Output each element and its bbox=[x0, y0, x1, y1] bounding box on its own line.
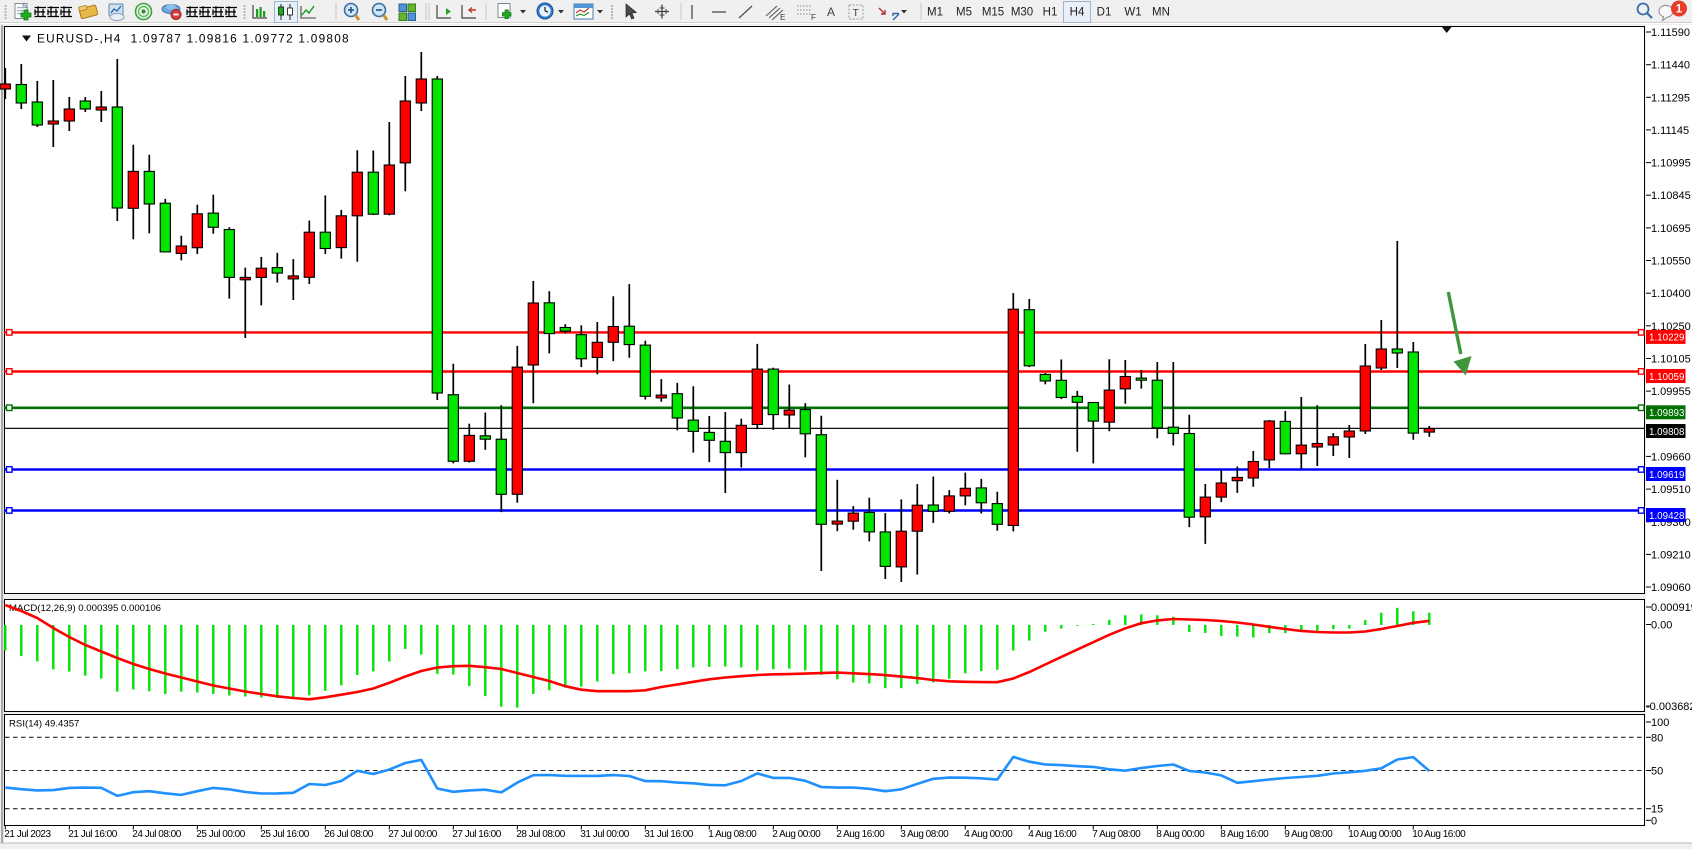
svg-text:-0.003682: -0.003682 bbox=[1646, 701, 1692, 713]
svg-text:25 Jul 00:00: 25 Jul 00:00 bbox=[196, 829, 245, 840]
svg-text:1.11590: 1.11590 bbox=[1651, 27, 1690, 39]
svg-text:T: T bbox=[853, 7, 860, 19]
svg-text:1.10550: 1.10550 bbox=[1651, 256, 1691, 268]
svg-text:M5: M5 bbox=[956, 7, 972, 19]
svg-text:0.00: 0.00 bbox=[1651, 620, 1672, 632]
svg-text:1.09210: 1.09210 bbox=[1651, 549, 1691, 561]
svg-text:50: 50 bbox=[1651, 766, 1663, 778]
svg-text:E: E bbox=[780, 13, 785, 22]
svg-text:21 Jul 16:00: 21 Jul 16:00 bbox=[68, 829, 117, 840]
svg-text:0.000919: 0.000919 bbox=[1651, 602, 1692, 614]
svg-text:H1: H1 bbox=[1043, 7, 1058, 19]
svg-text:1.10250: 1.10250 bbox=[1651, 321, 1691, 333]
svg-text:4 Aug 00:00: 4 Aug 00:00 bbox=[964, 829, 1013, 840]
svg-text:1.10695: 1.10695 bbox=[1651, 223, 1691, 235]
svg-text:RSI(14) 49.4357: RSI(14) 49.4357 bbox=[9, 719, 79, 730]
svg-text:1.11440: 1.11440 bbox=[1651, 60, 1690, 72]
svg-text:EURUSD-,H4 1.09787 1.09816 1.: EURUSD-,H4 1.09787 1.09816 1.09772 1.098… bbox=[37, 32, 350, 46]
svg-text:10 Aug 16:00: 10 Aug 16:00 bbox=[1412, 829, 1466, 840]
svg-text:1.10995: 1.10995 bbox=[1651, 158, 1691, 170]
svg-text:25 Jul 16:00: 25 Jul 16:00 bbox=[260, 829, 309, 840]
svg-text:1.09428: 1.09428 bbox=[1649, 511, 1685, 522]
svg-text:7 Aug 08:00: 7 Aug 08:00 bbox=[1092, 829, 1141, 840]
svg-text:21 Jul 2023: 21 Jul 2023 bbox=[4, 829, 51, 840]
svg-text:1.09510: 1.09510 bbox=[1651, 484, 1691, 496]
svg-text:10 Aug 00:00: 10 Aug 00:00 bbox=[1348, 829, 1402, 840]
svg-text:1.09660: 1.09660 bbox=[1651, 451, 1691, 463]
svg-text:9 Aug 08:00: 9 Aug 08:00 bbox=[1284, 829, 1333, 840]
svg-text:26 Jul 08:00: 26 Jul 08:00 bbox=[324, 829, 373, 840]
svg-text:1 Aug 08:00: 1 Aug 08:00 bbox=[708, 829, 757, 840]
svg-text:1.10845: 1.10845 bbox=[1651, 190, 1691, 202]
svg-text:1.09808: 1.09808 bbox=[1649, 427, 1685, 438]
svg-text:2 Aug 16:00: 2 Aug 16:00 bbox=[836, 829, 885, 840]
svg-text:F: F bbox=[811, 13, 816, 22]
svg-text:1.09619: 1.09619 bbox=[1649, 470, 1684, 481]
svg-text:0: 0 bbox=[1651, 815, 1657, 827]
svg-text:15: 15 bbox=[1651, 804, 1663, 816]
svg-text:2 Aug 00:00: 2 Aug 00:00 bbox=[772, 829, 821, 840]
svg-text:H4: H4 bbox=[1070, 7, 1085, 19]
svg-text:31 Jul 16:00: 31 Jul 16:00 bbox=[644, 829, 693, 840]
svg-text:W1: W1 bbox=[1124, 7, 1141, 19]
svg-text:A: A bbox=[827, 5, 835, 19]
svg-text:8 Aug 00:00: 8 Aug 00:00 bbox=[1156, 829, 1205, 840]
svg-text:1.09955: 1.09955 bbox=[1651, 386, 1691, 398]
svg-text:31 Jul 00:00: 31 Jul 00:00 bbox=[580, 829, 629, 840]
svg-text:3 Aug 08:00: 3 Aug 08:00 bbox=[900, 829, 949, 840]
svg-text:1.11295: 1.11295 bbox=[1651, 92, 1690, 104]
svg-text:1.11145: 1.11145 bbox=[1651, 125, 1689, 137]
svg-text:1.09060: 1.09060 bbox=[1651, 582, 1691, 594]
svg-text:1.10229: 1.10229 bbox=[1649, 333, 1684, 344]
svg-text:28 Jul 08:00: 28 Jul 08:00 bbox=[516, 829, 565, 840]
svg-text:8 Aug 16:00: 8 Aug 16:00 bbox=[1220, 829, 1269, 840]
svg-text:MN: MN bbox=[1152, 7, 1170, 19]
svg-text:1.10400: 1.10400 bbox=[1651, 288, 1691, 300]
svg-text:D1: D1 bbox=[1097, 7, 1112, 19]
svg-text:4 Aug 16:00: 4 Aug 16:00 bbox=[1028, 829, 1077, 840]
svg-text:27 Jul 00:00: 27 Jul 00:00 bbox=[388, 829, 437, 840]
svg-text:M15: M15 bbox=[982, 7, 1004, 19]
svg-text:100: 100 bbox=[1651, 717, 1669, 729]
svg-text:24 Jul 08:00: 24 Jul 08:00 bbox=[132, 829, 181, 840]
svg-text:1.10105: 1.10105 bbox=[1651, 354, 1691, 366]
svg-text:1: 1 bbox=[1676, 4, 1683, 16]
svg-text:MACD(12,26,9) 0.000395 0.00010: MACD(12,26,9) 0.000395 0.000106 bbox=[9, 603, 161, 614]
svg-text:1.09893: 1.09893 bbox=[1649, 408, 1685, 419]
svg-text:80: 80 bbox=[1651, 732, 1663, 744]
svg-text:M1: M1 bbox=[927, 7, 943, 19]
svg-text:M30: M30 bbox=[1011, 7, 1033, 19]
svg-text:27 Jul 16:00: 27 Jul 16:00 bbox=[452, 829, 501, 840]
svg-text:1.10059: 1.10059 bbox=[1649, 372, 1684, 383]
